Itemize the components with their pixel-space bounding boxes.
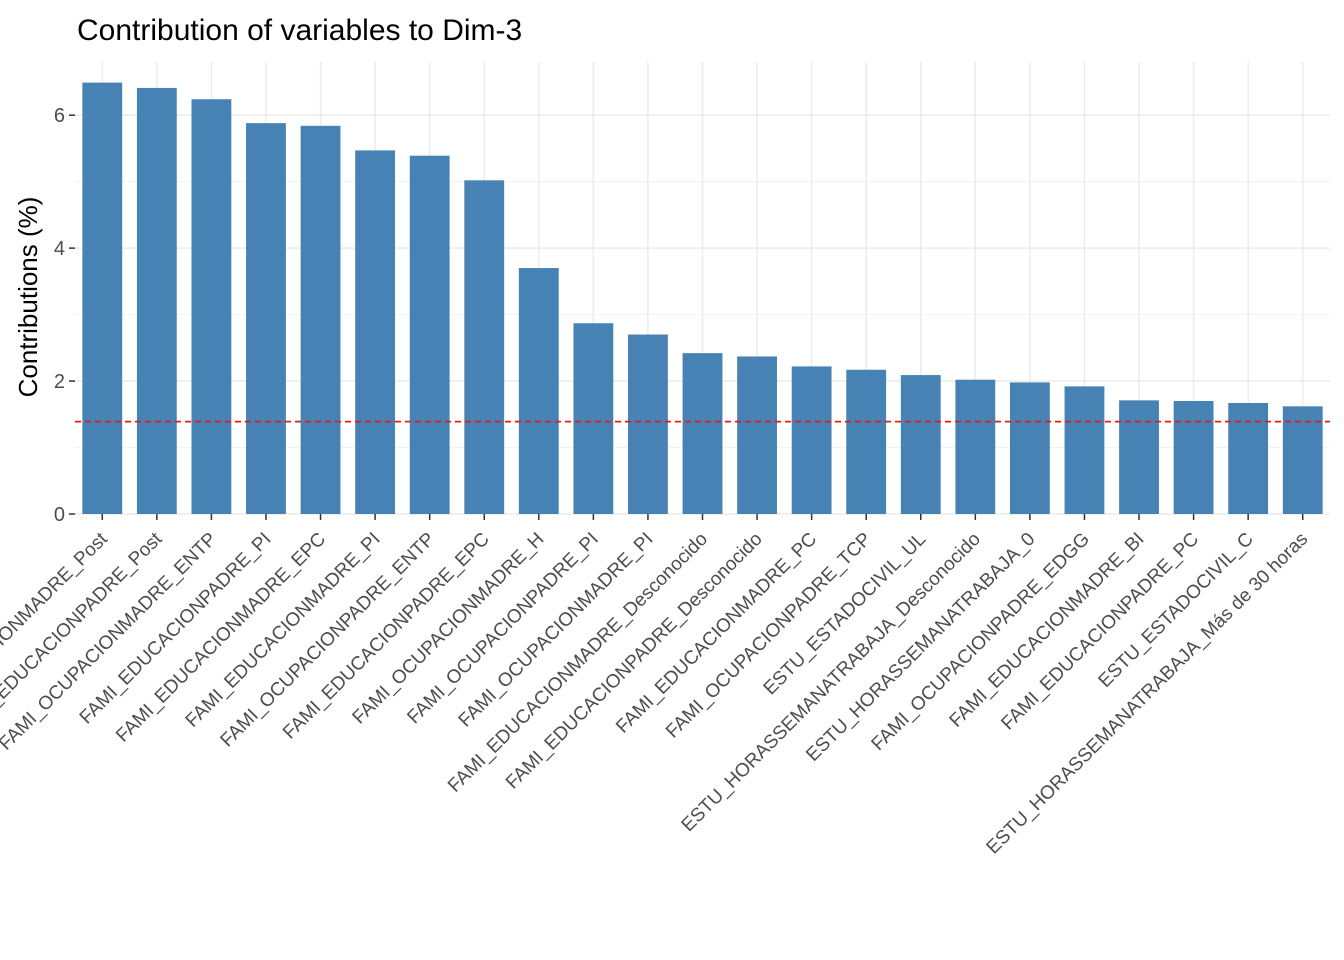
x-tick-label: FAMI_EDUCACIONPADRE_Desconocido <box>502 529 767 794</box>
bar <box>191 99 232 515</box>
bar <box>246 123 286 514</box>
x-tick-label: FAMI_EDUCACIONMADRE_PC <box>612 529 821 738</box>
bar <box>82 82 123 514</box>
bar <box>1282 406 1323 514</box>
bar <box>791 366 832 514</box>
x-axis-ticks: FAMI_EDUCACIONMADRE_PostFAMI_EDUCACIONPA… <box>0 514 1312 858</box>
y-tick-label: 2 <box>54 371 65 393</box>
y-tick-label: 0 <box>54 504 65 526</box>
bar <box>573 323 614 514</box>
bar <box>136 87 177 515</box>
y-tick-label: 4 <box>54 238 65 260</box>
y-tick-label: 6 <box>54 105 65 127</box>
x-tick-label: FAMI_OCUPACIONMADRE_PI <box>455 529 658 732</box>
bars <box>82 82 1323 515</box>
bar <box>846 369 887 514</box>
bar <box>1228 402 1269 514</box>
bar <box>1173 401 1214 514</box>
bar <box>900 375 941 514</box>
bar <box>1119 400 1159 514</box>
x-tick-label: FAMI_EDUCACIONMADRE_BI <box>946 529 1149 732</box>
bar <box>300 125 341 514</box>
x-tick-label: FAMI_EDUCACIONPADRE_PC <box>997 529 1203 735</box>
y-axis-ticks: 0 2 4 6 <box>54 105 75 526</box>
bar <box>518 268 559 514</box>
bar <box>682 353 723 514</box>
bar <box>409 155 450 515</box>
bar <box>955 379 996 514</box>
bar <box>355 150 396 514</box>
bar <box>1064 386 1105 514</box>
y-axis-label: Contributions (%) <box>13 197 43 398</box>
bar <box>1009 382 1050 514</box>
bar <box>737 356 777 514</box>
x-tick-label: FAMI_EDUCACIONMADRE_PI <box>182 529 385 732</box>
bar <box>464 180 505 515</box>
bar <box>628 334 668 514</box>
chart-title: Contribution of variables to Dim-3 <box>77 14 522 47</box>
